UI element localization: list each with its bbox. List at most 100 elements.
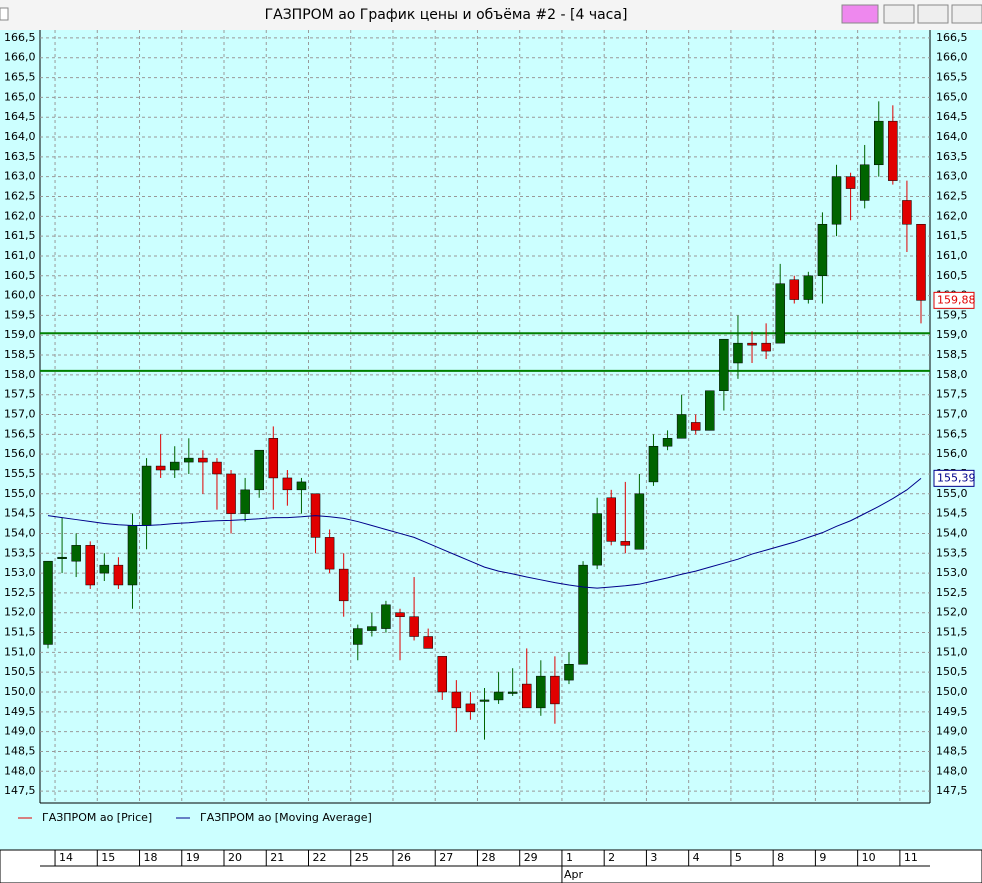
day-label: 2 — [608, 851, 615, 864]
day-label: 29 — [524, 851, 538, 864]
candle-body — [550, 675, 560, 705]
y-tick-label: 162,5 — [4, 189, 36, 202]
y-tick-label-right: 148,5 — [936, 744, 968, 757]
candle-body — [606, 497, 616, 542]
candle-body — [479, 699, 490, 702]
y-tick-label-right: 150,5 — [936, 665, 968, 678]
candle-body — [761, 342, 771, 352]
y-tick-label: 155,0 — [4, 487, 36, 500]
window-title: ГАЗПРОМ ао График цены и объёма #2 - [4 … — [265, 7, 628, 23]
y-tick-label-right: 153,5 — [936, 546, 968, 559]
y-tick-label: 151,0 — [4, 645, 36, 658]
y-tick-label: 152,0 — [4, 606, 36, 619]
candle-body — [845, 176, 856, 189]
y-tick-label: 166,0 — [4, 51, 36, 64]
y-tick-label-right: 162,0 — [936, 209, 968, 222]
candle-body — [775, 283, 785, 344]
last-value-box — [933, 469, 975, 487]
day-label: 5 — [735, 851, 742, 864]
close-button[interactable] — [951, 4, 982, 24]
candle-body — [395, 612, 405, 617]
candle-body — [592, 513, 602, 566]
y-tick-label-right: 158,0 — [936, 368, 968, 381]
candle-body — [226, 473, 236, 514]
y-tick-label: 163,5 — [4, 150, 36, 163]
y-tick-label-right: 164,5 — [936, 110, 968, 123]
y-tick-label: 164,5 — [4, 110, 36, 123]
y-tick-label: 149,5 — [4, 705, 36, 718]
maximize-button[interactable] — [917, 4, 949, 24]
y-tick-label-right: 164,0 — [936, 130, 968, 143]
y-tick-label: 161,0 — [4, 249, 36, 262]
y-tick-label: 147,5 — [4, 784, 36, 797]
y-tick-label: 153,0 — [4, 566, 36, 579]
y-tick-label: 157,0 — [4, 408, 36, 421]
y-tick-label-right: 157,5 — [936, 388, 968, 401]
candle-body — [155, 465, 166, 471]
candle-body — [634, 493, 645, 550]
minimize-button[interactable] — [883, 4, 915, 24]
candle-body — [747, 342, 757, 346]
y-tick-label: 158,5 — [4, 348, 36, 361]
y-tick-label: 158,0 — [4, 368, 36, 381]
candle-body — [690, 422, 701, 431]
y-tick-label-right: 159,0 — [936, 328, 968, 341]
y-tick-label-right: 151,0 — [936, 645, 968, 658]
candle-body — [353, 628, 363, 645]
candle-body — [705, 390, 715, 431]
day-label: 18 — [144, 851, 158, 864]
candle-body — [99, 564, 110, 574]
candle-body — [212, 461, 222, 475]
candle-body — [367, 626, 377, 631]
candle-body — [902, 200, 912, 225]
candle-body — [282, 477, 293, 491]
day-label: 19 — [186, 851, 200, 864]
candle-body — [676, 414, 687, 439]
day-label: 9 — [819, 851, 826, 864]
day-label: 20 — [228, 851, 242, 864]
candle-body — [789, 279, 800, 300]
y-tick-label-right: 160,5 — [936, 269, 968, 282]
y-tick-label-right: 162,5 — [936, 189, 968, 202]
day-label: 27 — [439, 851, 453, 864]
candle-body — [916, 223, 926, 301]
y-tick-label: 159,0 — [4, 328, 36, 341]
candle-body — [57, 556, 67, 559]
candle-body — [859, 164, 870, 201]
window-icon — [0, 7, 9, 21]
y-tick-label: 156,0 — [4, 447, 36, 460]
link-button[interactable] — [841, 4, 879, 24]
last-value-box — [933, 291, 975, 309]
candle-body — [733, 342, 743, 364]
y-tick-label-right: 166,5 — [936, 31, 968, 44]
y-tick-label-right: 153,0 — [936, 566, 968, 579]
y-tick-label: 165,5 — [4, 71, 36, 84]
y-tick-label-right: 150,0 — [936, 685, 968, 698]
moving-average — [47, 477, 922, 589]
y-tick-label: 160,0 — [4, 289, 36, 302]
candle-body — [507, 691, 518, 694]
candle-body — [648, 445, 659, 483]
y-tick-label: 155,5 — [4, 467, 36, 480]
y-tick-label-right: 158,5 — [936, 348, 968, 361]
y-tick-label: 151,5 — [4, 626, 36, 639]
y-tick-label-right: 154,5 — [936, 507, 968, 520]
candle-body — [381, 604, 391, 629]
y-tick-label-right: 155,0 — [936, 487, 968, 500]
y-tick-label: 157,5 — [4, 388, 36, 401]
y-tick-label-right: 165,0 — [936, 90, 968, 103]
y-tick-label-right: 156,5 — [936, 427, 968, 440]
day-label: 3 — [650, 851, 657, 864]
y-tick-label-right: 157,0 — [936, 408, 968, 421]
y-tick-label-right: 165,5 — [936, 71, 968, 84]
candle-body — [888, 120, 898, 181]
candle-body — [296, 481, 307, 491]
y-tick-label-right: 149,0 — [936, 725, 968, 738]
last-value-label: 155,39 — [937, 471, 976, 484]
y-tick-label: 160,5 — [4, 269, 36, 282]
day-label: 21 — [270, 851, 284, 864]
y-tick-label-right: 156,0 — [936, 447, 968, 460]
day-label: 8 — [777, 851, 784, 864]
